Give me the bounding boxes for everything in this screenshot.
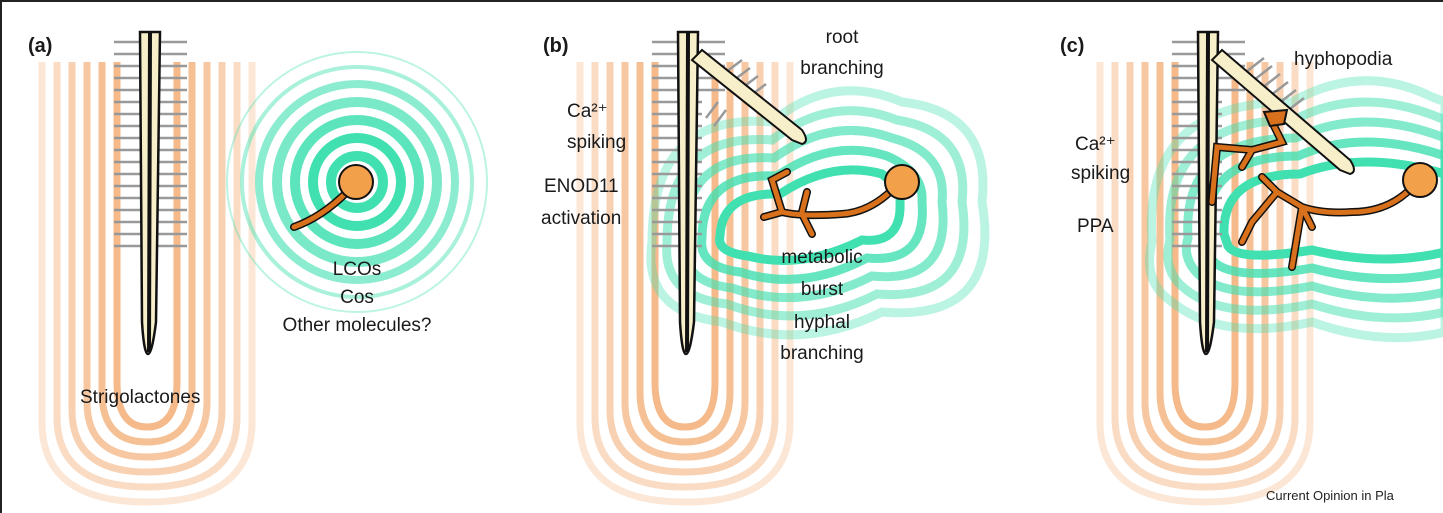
journal-credit: Current Opinion in Pla bbox=[1266, 488, 1394, 503]
panel-b-spore-and-hypha bbox=[760, 164, 920, 238]
ca-spiking-c-line2: spiking bbox=[1071, 163, 1131, 184]
root-branching-line1: root bbox=[825, 27, 859, 48]
enod11-line1: ENOD11 bbox=[544, 176, 619, 197]
hyphal-branching-line1: hyphal bbox=[794, 312, 850, 333]
panel-c-label: (c) bbox=[1060, 35, 1085, 57]
other-molecules-label: Other molecules? bbox=[282, 315, 432, 336]
enod11-line2: activation bbox=[541, 208, 622, 229]
root-branching-line2: branching bbox=[800, 58, 884, 79]
panel-c-root-signal-rings bbox=[1096, 62, 1314, 506]
panel-a-fungal-signal-rings bbox=[226, 51, 488, 313]
panel-c-spore-and-hypha bbox=[1208, 108, 1438, 271]
ppa-label: PPA bbox=[1077, 216, 1114, 237]
metabolic-burst-line1: metabolic bbox=[781, 247, 863, 268]
cos-label: Cos bbox=[340, 287, 374, 308]
panel-a-spore-and-hypha bbox=[290, 164, 374, 231]
lcos-label: LCOs bbox=[332, 259, 382, 280]
hyphopodia-label: hyphopodia bbox=[1294, 49, 1393, 70]
hyphopodium-shape bbox=[1262, 108, 1289, 128]
metabolic-burst-line2: burst bbox=[800, 279, 844, 300]
panel-a-root-signal-rings bbox=[38, 62, 256, 506]
panel-a-label: (a) bbox=[28, 35, 53, 57]
panel-b-label: (b) bbox=[543, 35, 569, 57]
panel-b-root bbox=[652, 30, 807, 356]
strigolactones-label: Strigolactones bbox=[80, 387, 201, 408]
ca-spiking-c-line1: Ca²⁺ bbox=[1075, 134, 1116, 155]
hyphal-branching-line2: branching bbox=[780, 343, 864, 364]
ca-spiking-line1: Ca²⁺ bbox=[567, 101, 608, 122]
panel-b-root-signal-rings bbox=[576, 62, 794, 506]
ca-spiking-line2: spiking bbox=[567, 132, 627, 153]
panel-a-root bbox=[114, 30, 187, 356]
